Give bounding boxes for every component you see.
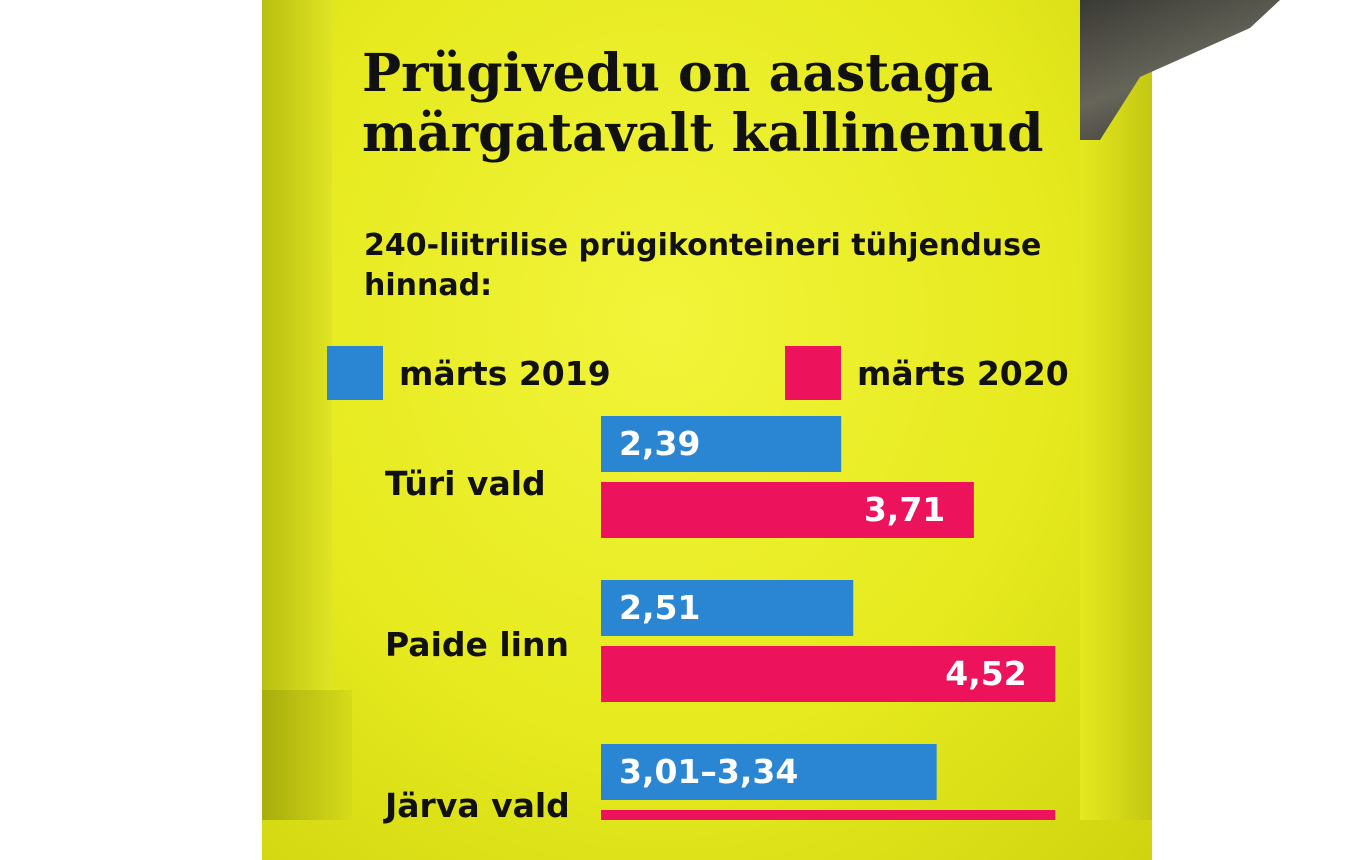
bar-2019	[601, 580, 854, 636]
chart-subtitle: 240-liitrilise prügikonteineri tühjendus…	[364, 228, 1042, 303]
category-label: Järva vald	[385, 786, 570, 825]
bar-chart	[601, 416, 1056, 820]
chart-title: Prügivedu on aastaga märgatavalt kalline…	[362, 43, 1044, 164]
bar-value-label: 3,01–3,34	[619, 752, 799, 791]
bar-2019	[601, 416, 842, 472]
legend-swatch-2020	[785, 346, 841, 400]
legend-label-2020: märts 2020	[857, 353, 1069, 393]
legend-item-2020: märts 2020	[785, 346, 1069, 400]
bar-value-label: 2,51	[619, 588, 701, 627]
bar-value-label: 2,39	[619, 424, 701, 463]
bar-2019	[601, 744, 937, 800]
legend-item-2019: märts 2019	[327, 346, 611, 400]
bin-wheel-shadow	[262, 690, 352, 820]
bar-2020	[601, 810, 1056, 820]
bar-value-label: 3,71	[863, 490, 946, 529]
bar-2020	[601, 646, 1056, 702]
category-label: Paide linn	[385, 625, 569, 664]
bin-left-edge	[262, 0, 332, 820]
legend-swatch-2019	[327, 346, 383, 400]
category-label: Türi vald	[385, 464, 546, 503]
bar-2020	[601, 482, 974, 538]
legend-label-2019: märts 2019	[399, 353, 611, 393]
bar-value-label: 4,52	[945, 654, 1027, 693]
